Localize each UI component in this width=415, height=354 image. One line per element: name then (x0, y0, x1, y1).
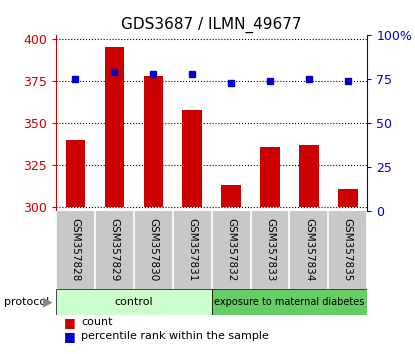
Text: protocol: protocol (4, 297, 49, 307)
Text: GSM357829: GSM357829 (110, 218, 120, 282)
Bar (56, 289, 212, 315)
Text: count: count (81, 317, 112, 327)
Text: control: control (115, 297, 153, 307)
Title: GDS3687 / ILMN_49677: GDS3687 / ILMN_49677 (122, 16, 302, 33)
Text: percentile rank within the sample: percentile rank within the sample (81, 331, 269, 341)
Text: GSM357833: GSM357833 (265, 218, 275, 282)
Text: GSM357832: GSM357832 (226, 218, 236, 282)
Bar (105, 47, 124, 207)
Bar (212, 289, 367, 315)
Bar (144, 76, 163, 207)
Text: ■: ■ (64, 330, 76, 343)
Text: exposure to maternal diabetes: exposure to maternal diabetes (214, 297, 365, 307)
Text: GSM357831: GSM357831 (187, 218, 197, 282)
Text: ■: ■ (64, 316, 76, 329)
Bar (221, 185, 241, 207)
Bar (183, 109, 202, 207)
Bar (299, 145, 319, 207)
Text: ▶: ▶ (43, 295, 53, 308)
Bar (66, 140, 85, 207)
Bar (260, 147, 280, 207)
Text: GSM357828: GSM357828 (71, 218, 81, 282)
Text: GSM357834: GSM357834 (304, 218, 314, 282)
Text: GSM357830: GSM357830 (148, 218, 158, 282)
Bar (338, 189, 358, 207)
Text: GSM357835: GSM357835 (343, 218, 353, 282)
